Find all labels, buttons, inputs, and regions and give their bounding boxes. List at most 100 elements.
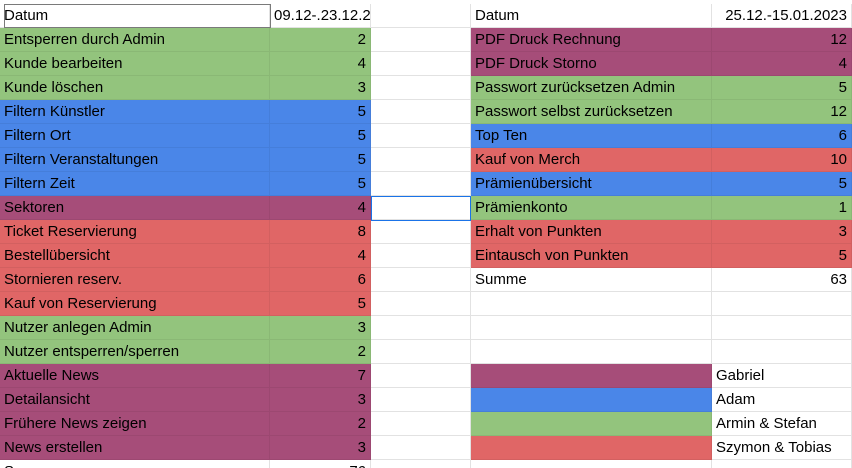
row-value[interactable]: 3 [712, 220, 852, 244]
cell[interactable] [371, 292, 471, 316]
cell[interactable] [371, 100, 471, 124]
row-value[interactable]: 5 [712, 244, 852, 268]
row-label[interactable]: Ticket Reservierung [0, 220, 270, 244]
legend-name[interactable]: Armin & Stefan [712, 412, 852, 436]
row-value[interactable]: 1 [712, 196, 852, 220]
legend-swatch[interactable] [471, 412, 712, 436]
cell[interactable] [471, 316, 712, 340]
row-label[interactable]: Top Ten [471, 124, 712, 148]
cell[interactable] [371, 220, 471, 244]
row-label[interactable]: PDF Druck Storno [471, 52, 712, 76]
cell[interactable] [712, 316, 852, 340]
row-value[interactable]: 5 [712, 172, 852, 196]
legend-name[interactable]: Szymon & Tobias [712, 436, 852, 460]
row-label[interactable]: Kauf von Reservierung [0, 292, 270, 316]
row-value[interactable]: 12 [712, 100, 852, 124]
row-value[interactable]: 63 [712, 268, 852, 292]
cell[interactable] [371, 316, 471, 340]
cell[interactable] [371, 268, 471, 292]
cell[interactable] [371, 172, 471, 196]
row-value[interactable]: 5 [712, 76, 852, 100]
row-value[interactable]: 5 [270, 124, 371, 148]
row-label[interactable]: Entsperren durch Admin [0, 28, 270, 52]
row-label[interactable]: Filtern Ort [0, 124, 270, 148]
cell[interactable] [371, 76, 471, 100]
row-label[interactable]: Stornieren reserv. [0, 268, 270, 292]
row-value[interactable]: 3 [270, 388, 371, 412]
row-value[interactable]: 4 [270, 52, 371, 76]
legend-swatch[interactable] [471, 364, 712, 388]
legend-name[interactable]: Adam [712, 388, 852, 412]
cell[interactable] [371, 52, 471, 76]
row-label[interactable]: Filtern Künstler [0, 100, 270, 124]
row-label[interactable]: Sektoren [0, 196, 270, 220]
row-label[interactable]: Summe [471, 268, 712, 292]
cell[interactable] [471, 292, 712, 316]
cell[interactable] [371, 124, 471, 148]
cell[interactable] [371, 436, 471, 460]
row-label[interactable]: Kunde bearbeiten [0, 52, 270, 76]
row-label[interactable]: Eintausch von Punkten [471, 244, 712, 268]
row-label[interactable]: Passwort selbst zurücksetzen [471, 100, 712, 124]
row-value[interactable]: 2 [270, 340, 371, 364]
row-value[interactable]: 8 [270, 220, 371, 244]
row-label[interactable]: Nutzer entsperren/sperren [0, 340, 270, 364]
cell[interactable] [371, 28, 471, 52]
selection [371, 196, 471, 221]
cell[interactable] [712, 292, 852, 316]
row-value[interactable]: 3 [270, 316, 371, 340]
row-value[interactable]: 5 [270, 292, 371, 316]
header-cell[interactable]: 09.12-.23.12.2022 [270, 4, 371, 28]
row-value[interactable]: 7 [270, 364, 371, 388]
row-label[interactable]: Nutzer anlegen Admin [0, 316, 270, 340]
row-label[interactable]: Filtern Zeit [0, 172, 270, 196]
header-cell[interactable]: Datum [471, 4, 712, 28]
cell[interactable] [371, 340, 471, 364]
row-label[interactable]: Filtern Veranstaltungen [0, 148, 270, 172]
row-label[interactable]: Kunde löschen [0, 76, 270, 100]
cell[interactable] [371, 388, 471, 412]
row-label[interactable]: Frühere News zeigen [0, 412, 270, 436]
row-value[interactable]: 4 [712, 52, 852, 76]
cell[interactable] [371, 460, 471, 468]
cell[interactable] [371, 4, 471, 28]
cell[interactable] [712, 340, 852, 364]
legend-name[interactable]: Gabriel [712, 364, 852, 388]
row-value[interactable]: 5 [270, 100, 371, 124]
row-value[interactable]: 4 [270, 244, 371, 268]
row-value[interactable]: 76 [270, 460, 371, 468]
row-value[interactable]: 3 [270, 436, 371, 460]
cell[interactable] [712, 460, 852, 468]
row-label[interactable]: Aktuelle News [0, 364, 270, 388]
row-value[interactable]: 4 [270, 196, 371, 220]
row-value[interactable]: 10 [712, 148, 852, 172]
cell[interactable] [371, 244, 471, 268]
legend-swatch[interactable] [471, 436, 712, 460]
row-value[interactable]: 5 [270, 172, 371, 196]
row-label[interactable]: Passwort zurücksetzen Admin [471, 76, 712, 100]
row-value[interactable]: 2 [270, 28, 371, 52]
row-label[interactable]: Prämienübersicht [471, 172, 712, 196]
row-label[interactable]: PDF Druck Rechnung [471, 28, 712, 52]
row-label[interactable]: Erhalt von Punkten [471, 220, 712, 244]
row-label[interactable]: Prämienkonto [471, 196, 712, 220]
cell[interactable] [371, 412, 471, 436]
cell[interactable] [371, 148, 471, 172]
row-value[interactable]: 5 [270, 148, 371, 172]
row-label[interactable]: Summe [0, 460, 270, 468]
cell[interactable] [471, 460, 712, 468]
row-label[interactable]: News erstellen [0, 436, 270, 460]
legend-swatch[interactable] [471, 388, 712, 412]
row-value[interactable]: 3 [270, 76, 371, 100]
row-value[interactable]: 2 [270, 412, 371, 436]
row-value[interactable]: 6 [270, 268, 371, 292]
cell[interactable] [471, 340, 712, 364]
row-label[interactable]: Detailansicht [0, 388, 270, 412]
cell[interactable] [371, 364, 471, 388]
row-label[interactable]: Kauf von Merch [471, 148, 712, 172]
header-cell[interactable]: 25.12.-15.01.2023 [712, 4, 852, 28]
row-label[interactable]: Bestellübersicht [0, 244, 270, 268]
row-value[interactable]: 12 [712, 28, 852, 52]
row-value[interactable]: 6 [712, 124, 852, 148]
